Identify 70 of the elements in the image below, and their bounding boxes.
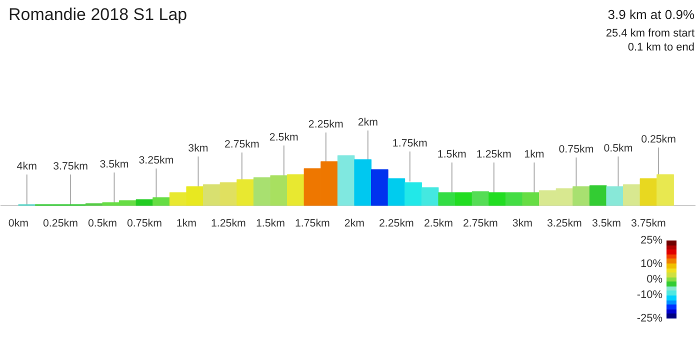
bar [572, 186, 590, 206]
annotation: 3.25km [138, 154, 174, 166]
bar [169, 192, 187, 206]
annotation: 1km [524, 148, 544, 160]
text: 0.1 km to end [628, 42, 695, 54]
bar [186, 186, 204, 206]
annotation: 4km [16, 160, 38, 172]
x-tick-label: 0.5km [88, 218, 118, 230]
bar [354, 159, 372, 206]
x-tick-label: 2.5km [424, 218, 454, 230]
bar [388, 178, 406, 206]
annotation: 2.25km [308, 118, 344, 130]
bar [371, 169, 388, 206]
bar [203, 184, 220, 206]
color-bar-label: 10% [640, 258, 663, 270]
bar [421, 187, 439, 206]
color-bar-label: 25% [640, 234, 663, 246]
annotation: 3km [188, 142, 208, 154]
chart-title: Romandie 2018 S1 Lap [8, 5, 188, 24]
x-tick-label: 0.75km [127, 218, 162, 230]
x-tick-label: 1.25km [211, 218, 246, 230]
bar [438, 192, 456, 206]
x-tick-label: 0.25km [43, 218, 78, 230]
annotation: 0.25km [641, 134, 676, 146]
annotation: 2.5km [269, 132, 299, 144]
x-tick-label: 1.75km [294, 218, 330, 230]
x-tick-label: 3.5km [592, 218, 622, 230]
x-tick-label: 1.5km [256, 218, 286, 230]
annotation: 0.5km [604, 142, 633, 154]
bar [640, 178, 658, 206]
annotation: 2km [358, 116, 378, 128]
bar [337, 155, 355, 206]
bar [152, 197, 170, 206]
annotation: 3.75km [53, 160, 88, 172]
annotation: 0.75km [558, 144, 594, 156]
x-tick-label: 0km [8, 218, 29, 230]
bar [472, 191, 490, 206]
bar [236, 179, 254, 206]
bar [287, 174, 304, 206]
text: 25.4 km from start [606, 28, 695, 40]
x-tick-label: 3.75km [630, 218, 666, 230]
bar [85, 203, 103, 206]
bar [455, 192, 472, 206]
bar [522, 192, 540, 206]
annotation: 2.75km [224, 138, 260, 150]
bar [606, 186, 624, 206]
color-bar-label: 0% [646, 274, 663, 286]
color-bar-label: -25% [636, 312, 663, 324]
annotation: 1.5km [437, 148, 467, 160]
bar [220, 182, 238, 206]
x-tick-label: 1km [176, 218, 197, 230]
annotation: 3.5km [100, 158, 129, 170]
bar [136, 199, 154, 206]
bar [404, 182, 422, 206]
color-bar-label: -10% [636, 289, 663, 302]
x-tick-label: 2km [344, 218, 365, 230]
x-tick-label: 3.25km [546, 218, 582, 230]
annotation: 1.75km [392, 138, 428, 150]
x-tick-label: 2.25km [378, 218, 414, 230]
x-tick-label: 2.75km [462, 218, 498, 230]
bar [589, 185, 607, 206]
bar [505, 192, 523, 206]
bar [656, 174, 674, 206]
annotation: 1.25km [476, 148, 512, 160]
bar [623, 184, 640, 206]
x-tick-label: 3km [512, 218, 533, 230]
bar [270, 175, 288, 206]
bar [488, 192, 506, 206]
text: 3.9 km at 0.9% [608, 7, 695, 22]
bar [253, 177, 271, 206]
